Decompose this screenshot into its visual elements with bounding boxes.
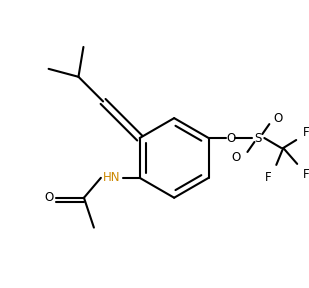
Text: F: F bbox=[265, 171, 272, 184]
Text: O: O bbox=[274, 112, 283, 125]
Text: O: O bbox=[232, 151, 241, 164]
Text: F: F bbox=[303, 126, 309, 139]
Text: O: O bbox=[226, 132, 235, 145]
Text: HN: HN bbox=[103, 171, 121, 184]
Text: O: O bbox=[44, 191, 54, 204]
Text: S: S bbox=[255, 132, 262, 145]
Text: F: F bbox=[303, 168, 309, 181]
